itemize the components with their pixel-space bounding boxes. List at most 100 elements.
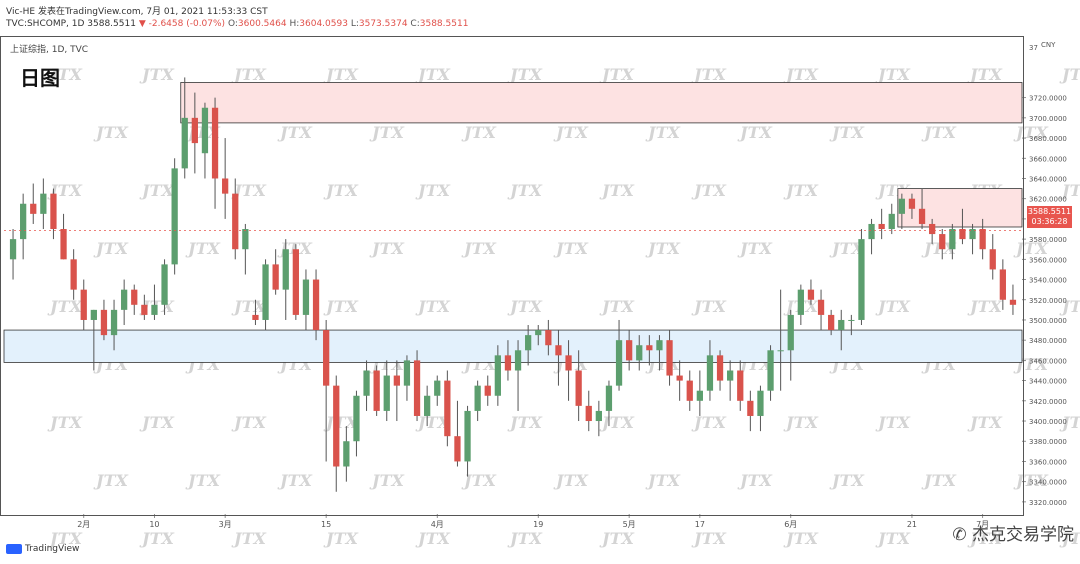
- candle-body: [494, 355, 501, 396]
- watermark-mark: JTX: [185, 471, 220, 490]
- candle: [30, 183, 37, 224]
- candle: [474, 380, 481, 422]
- candle-body: [686, 380, 693, 401]
- candle: [292, 244, 299, 320]
- watermark-mark: JTX: [783, 529, 818, 548]
- candle-body: [545, 330, 552, 346]
- supply-zone: [180, 82, 1023, 124]
- candle: [302, 269, 310, 331]
- watermark-mark: JTX: [783, 65, 818, 84]
- candle: [141, 294, 148, 320]
- y-tick-label: 3340.0000: [1029, 479, 1067, 487]
- watermark-mark: JTX: [415, 65, 450, 84]
- watermark-mark: JTX: [507, 297, 542, 316]
- watermark-mark: JTX: [93, 123, 128, 142]
- candle-body: [797, 289, 804, 315]
- watermark-mark: JTX: [737, 123, 772, 142]
- candle-body: [868, 223, 875, 240]
- candle-body: [161, 264, 168, 305]
- y-tick-label: 3320.0000: [1029, 499, 1067, 507]
- candle: [181, 77, 188, 179]
- y-tick-label: 3460.0000: [1029, 357, 1067, 365]
- candle: [858, 229, 865, 326]
- candle-body: [282, 249, 289, 290]
- candle-body: [424, 395, 431, 416]
- watermark-mark: JTX: [875, 413, 910, 432]
- header-bar: Vic-HE 发表在TradingView.com, 7月 01, 2021 1…: [0, 0, 1080, 36]
- candle-body: [585, 405, 592, 422]
- watermark-mark: JTX: [875, 65, 910, 84]
- y-tick-label: 3660.0000: [1029, 155, 1067, 163]
- candle-body: [777, 350, 784, 352]
- watermark-mark: JTX: [277, 123, 312, 142]
- candle: [20, 193, 27, 260]
- candle: [252, 299, 259, 326]
- candle: [817, 289, 825, 331]
- watermark-mark: JTX: [1013, 123, 1048, 142]
- candle-body: [393, 375, 400, 386]
- candle-body: [535, 330, 542, 336]
- time-axis[interactable]: 2月 10 3月 15 4月 19 5月 17 6月 21 7月: [77, 514, 989, 529]
- y-tick-label: 3420.0000: [1029, 398, 1067, 406]
- candle-body: [858, 239, 865, 320]
- candle: [201, 102, 209, 179]
- candle: [969, 223, 976, 255]
- candle: [878, 208, 885, 240]
- candle: [828, 309, 835, 336]
- candle-body: [828, 314, 835, 331]
- watermark-mark: JTX: [415, 181, 450, 200]
- candle: [929, 218, 936, 245]
- y-tick-label: 3400.0000: [1029, 418, 1067, 426]
- credit-watermark: ✆ 杰克交易学院: [952, 520, 1074, 545]
- watermark-mark: JTX: [185, 239, 220, 258]
- candle: [272, 249, 279, 295]
- last-value: 3588.5511: [87, 19, 136, 29]
- candle-body: [666, 340, 673, 376]
- y-tick-label: 3580.0000: [1029, 236, 1067, 244]
- chart-frame: [0, 36, 1024, 516]
- candle: [737, 360, 744, 411]
- watermark-mark: JTX: [829, 123, 864, 142]
- x-tick-label: 19: [533, 520, 543, 529]
- candle-body: [646, 345, 653, 351]
- candle: [989, 234, 996, 280]
- y-tick-label: 3480.0000: [1029, 337, 1067, 345]
- candle: [716, 350, 724, 391]
- watermark-mark: JTX: [691, 413, 726, 432]
- candle: [131, 284, 138, 315]
- candle-body: [121, 289, 128, 310]
- candle: [959, 208, 966, 245]
- candle-body: [9, 239, 17, 260]
- watermark-mark: JTX: [231, 529, 266, 548]
- candle: [454, 400, 461, 467]
- candle-body: [211, 107, 219, 179]
- tradingview-logo[interactable]: TradingView: [6, 544, 79, 554]
- watermark-mark: JTX: [645, 239, 680, 258]
- candle-body: [20, 203, 27, 240]
- watermark-mark: JTX: [323, 413, 358, 432]
- candle: [60, 213, 67, 260]
- watermark-mark: JTX: [1013, 239, 1048, 258]
- candle-body: [171, 168, 178, 265]
- y-tick-label: 3680.0000: [1029, 135, 1067, 143]
- candle: [615, 319, 623, 391]
- x-tick-label: 2月: [77, 520, 90, 529]
- close-value: 3588.5511: [419, 19, 469, 29]
- watermark-mark: JTX: [967, 65, 1002, 84]
- candle: [545, 319, 552, 356]
- candle: [333, 375, 340, 492]
- candle: [565, 340, 572, 401]
- candle-body: [727, 370, 734, 381]
- watermark-mark: JTX: [553, 471, 588, 490]
- watermark-mark: JTX: [599, 529, 634, 548]
- candle-body: [403, 360, 411, 386]
- candle: [656, 335, 663, 371]
- y-tick-label: 3560.0000: [1029, 256, 1067, 264]
- watermark-mark: JTX: [369, 239, 404, 258]
- watermark-mark: JTX: [967, 413, 1002, 432]
- candle: [838, 309, 845, 351]
- candle-body: [565, 355, 572, 371]
- watermark-mark: JTX: [691, 529, 726, 548]
